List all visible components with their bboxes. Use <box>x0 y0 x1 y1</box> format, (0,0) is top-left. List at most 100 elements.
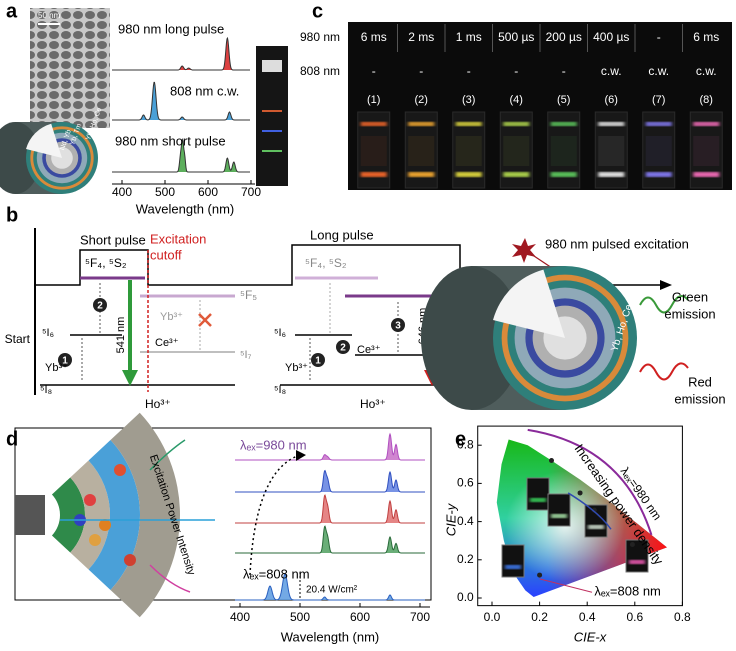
level-label: ⁵I₆ <box>42 327 54 339</box>
emission-wave <box>639 295 689 314</box>
step-number: 2 <box>97 301 103 312</box>
cuvette-glow <box>598 172 625 177</box>
sample-label: (5) <box>557 94 570 106</box>
x-tick-label: 0.8 <box>674 610 691 624</box>
ion-dot <box>99 519 111 531</box>
emission-title: Green <box>672 289 708 304</box>
x-tick-label: 0.2 <box>531 610 548 624</box>
step-marker <box>336 340 350 354</box>
pulse-label: Long pulse <box>310 227 374 242</box>
ion-dot <box>114 464 126 476</box>
emission-title: emission <box>674 391 725 406</box>
step-marker <box>311 353 325 367</box>
emission-title: Red <box>688 374 712 389</box>
cw-label: - <box>372 64 376 78</box>
spectrum-label: 980 nm long pulse <box>118 21 224 36</box>
pulse-width: 2 ms <box>408 30 434 44</box>
particle-core <box>15 495 45 535</box>
step-number: 1 <box>315 356 321 367</box>
step-marker <box>93 298 107 312</box>
inset-glow <box>505 565 521 569</box>
ion-label: Yb³⁺ <box>45 362 68 374</box>
laser-star <box>512 238 536 263</box>
cuvette-glow <box>550 122 577 126</box>
row-label: 980 nm <box>300 30 340 44</box>
particle-cut <box>26 123 62 158</box>
cw-label: c.w. <box>648 64 669 78</box>
level-label: ⁵I₆ <box>274 327 286 339</box>
arrow-head <box>296 450 306 461</box>
cuvette-glow <box>262 130 282 132</box>
cw-label: - <box>562 64 566 78</box>
cutoff-label: Excitation <box>150 231 206 246</box>
cuvette-cap <box>262 60 282 72</box>
cuvette-glow <box>693 122 720 126</box>
emission-wave <box>639 362 689 381</box>
cw-label: c.w. <box>696 64 717 78</box>
particle-end <box>421 266 522 410</box>
shell-sector <box>51 477 85 553</box>
emission-arrow <box>149 564 191 593</box>
ion-dot <box>84 494 96 506</box>
inset-photo <box>547 493 571 527</box>
inset-glow <box>530 498 546 502</box>
emission-title: emission <box>664 306 715 321</box>
trend-arrow <box>527 428 653 536</box>
x-tick-label: 400 <box>112 185 132 199</box>
blocked-mark <box>198 313 212 327</box>
spectrum <box>235 469 425 493</box>
sample-label: (8) <box>700 94 713 106</box>
step-marker <box>391 318 405 332</box>
cie-point <box>537 572 543 578</box>
emission-arrow <box>149 439 186 471</box>
pulse-width: - <box>657 30 661 44</box>
level-label: ⁵F₅ <box>240 288 257 302</box>
cuvette-glow <box>503 172 530 177</box>
pulse-width: 200 µs <box>546 30 582 44</box>
ion-label: Ce³⁺ <box>155 337 179 349</box>
x-tick-label: 600 <box>350 610 370 624</box>
spectrum-fill <box>112 139 250 172</box>
ion-dot <box>124 554 136 566</box>
panel-label: c <box>312 0 323 22</box>
arrow-head <box>122 370 138 386</box>
panel-label: b <box>6 204 18 226</box>
level-label: ⁵I₈ <box>274 384 286 396</box>
cuvette-glow <box>598 136 625 166</box>
x-tick-label: 0.6 <box>626 610 643 624</box>
sample-label: (7) <box>652 94 665 106</box>
excitation-label: λₑₓ=980 nm <box>240 437 307 452</box>
y-tick-label: 0.2 <box>457 552 474 566</box>
pulse-width: 6 ms <box>693 30 719 44</box>
step-marker <box>58 353 72 367</box>
y-tick-label: 0.4 <box>457 514 474 528</box>
cuvette-glow <box>503 122 530 126</box>
cuvette-glow <box>550 136 577 166</box>
panel-label: a <box>6 0 18 22</box>
axis-title: Wavelength (nm) <box>281 629 380 644</box>
excitation-label: 980 nm pulsed excitation <box>545 236 689 251</box>
cw-label: - <box>419 64 423 78</box>
cuvette-glow <box>645 136 672 166</box>
trend-arrow <box>249 454 301 576</box>
pulse-label: Short pulse <box>80 232 146 247</box>
cuvette-glow <box>645 122 672 126</box>
plot-frame <box>477 425 683 607</box>
ion-label: Yb³⁺ <box>285 362 308 374</box>
shell-sector <box>88 440 141 590</box>
cuvette-glow <box>503 136 530 166</box>
cuvette-glow <box>598 122 625 126</box>
leader-line <box>539 578 593 593</box>
pulse-waveform <box>35 244 660 286</box>
inset-glow <box>629 560 645 564</box>
level-label: ⁵F₄, ⁵S₂ <box>305 256 347 270</box>
cuvette-glow <box>360 136 387 166</box>
y-tick-label: 0.6 <box>457 476 474 490</box>
ion-label: Ho³⁺ <box>360 397 386 411</box>
cuvette-glow <box>550 172 577 177</box>
scale-bar-label: 50 nm <box>38 11 61 20</box>
cuvette-glow <box>408 136 435 166</box>
cuvette-glow <box>408 122 435 126</box>
power-label: 20.4 W/cm² <box>306 585 358 596</box>
